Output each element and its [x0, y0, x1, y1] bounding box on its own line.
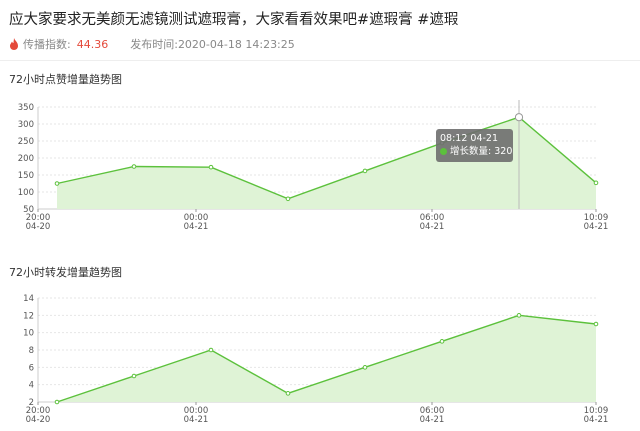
y-tick-label: 4 [29, 381, 34, 391]
data-point [208, 164, 214, 170]
series-dot-icon [440, 147, 447, 155]
y-tick-label: 300 [18, 120, 34, 130]
data-point [362, 365, 368, 370]
publish-time-value: 2020-04-18 14:23:25 [177, 37, 295, 51]
area-fill [57, 315, 596, 402]
data-point [131, 164, 137, 169]
x-tick-label: 10:09 [584, 213, 609, 223]
likes-trend-chart[interactable]: 5010015020025030035020:0004-2000:0004-21… [0, 96, 640, 236]
data-point [54, 399, 60, 405]
data-point [54, 181, 60, 186]
y-tick-label: 350 [18, 103, 34, 113]
data-point [593, 321, 599, 327]
spread-index-value: 44.36 [76, 37, 109, 51]
data-point [285, 196, 291, 202]
x-tick-date-label: 04-21 [584, 415, 609, 425]
x-tick-date-label: 04-21 [584, 222, 609, 232]
fire-icon [10, 38, 18, 50]
x-tick-label: 00:00 [184, 406, 209, 416]
tooltip-row: 增长数量: 320 [440, 145, 513, 158]
y-tick-label: 14 [23, 294, 34, 304]
x-tick-label: 06:00 [420, 213, 445, 223]
x-tick-date-label: 04-21 [184, 222, 209, 232]
series-line [56, 314, 597, 403]
y-tick-label: 8 [29, 346, 34, 356]
chart-tooltip: 08:12 04-21 增长数量: 320 [436, 129, 513, 162]
x-tick-date-label: 04-20 [26, 222, 51, 232]
data-point [285, 391, 291, 396]
tooltip-label: 增长数量: [450, 146, 492, 157]
divider [0, 60, 640, 61]
spread-index-label: 传播指数: [23, 38, 71, 51]
data-point [131, 373, 137, 379]
x-tick-label: 06:00 [420, 406, 445, 416]
x-tick-label: 00:00 [184, 213, 209, 223]
post-title: 应大家要求无美颜无滤镜测试遮瑕膏，大家看看效果吧#遮瑕膏 #遮瑕 [9, 12, 459, 28]
x-tick-date-label: 04-21 [184, 415, 209, 425]
x-tick-date-label: 04-21 [420, 415, 445, 425]
x-tick-label: 20:00 [26, 213, 51, 223]
y-tick-label: 6 [29, 363, 34, 373]
x-tick-date-label: 04-20 [26, 415, 51, 425]
publish-time-label: 发布时间: [130, 38, 178, 51]
y-tick-label: 200 [18, 154, 34, 164]
data-point [208, 347, 214, 353]
data-point [516, 313, 522, 318]
highlight-point [514, 113, 524, 122]
reposts-trend-chart[interactable]: 246810121420:0004-2000:0004-2106:0004-21… [0, 291, 640, 431]
data-point [439, 339, 445, 344]
tooltip-time: 08:12 04-21 [440, 133, 499, 144]
reposts-chart-title: 72小时转发增量趋势图 [9, 266, 122, 279]
y-tick-label: 2 [29, 398, 34, 408]
y-tick-label: 10 [23, 329, 34, 339]
likes-chart-title: 72小时点赞增量趋势图 [9, 73, 122, 86]
tooltip-value: 320 [494, 146, 513, 157]
y-tick-label: 250 [18, 137, 34, 147]
data-point [593, 180, 599, 186]
y-tick-label: 12 [23, 311, 34, 321]
x-tick-label: 20:00 [26, 406, 51, 416]
area-fill [57, 117, 596, 209]
x-tick-label: 10:09 [584, 406, 609, 416]
y-tick-label: 100 [18, 188, 34, 198]
data-point [362, 168, 368, 174]
post-meta: 传播指数: 44.36 发布时间: 2020-04-18 14:23:25 [9, 36, 295, 52]
y-tick-label: 50 [23, 205, 34, 215]
series-line [56, 116, 597, 200]
y-tick-label: 150 [18, 171, 34, 181]
x-tick-date-label: 04-21 [420, 222, 445, 232]
